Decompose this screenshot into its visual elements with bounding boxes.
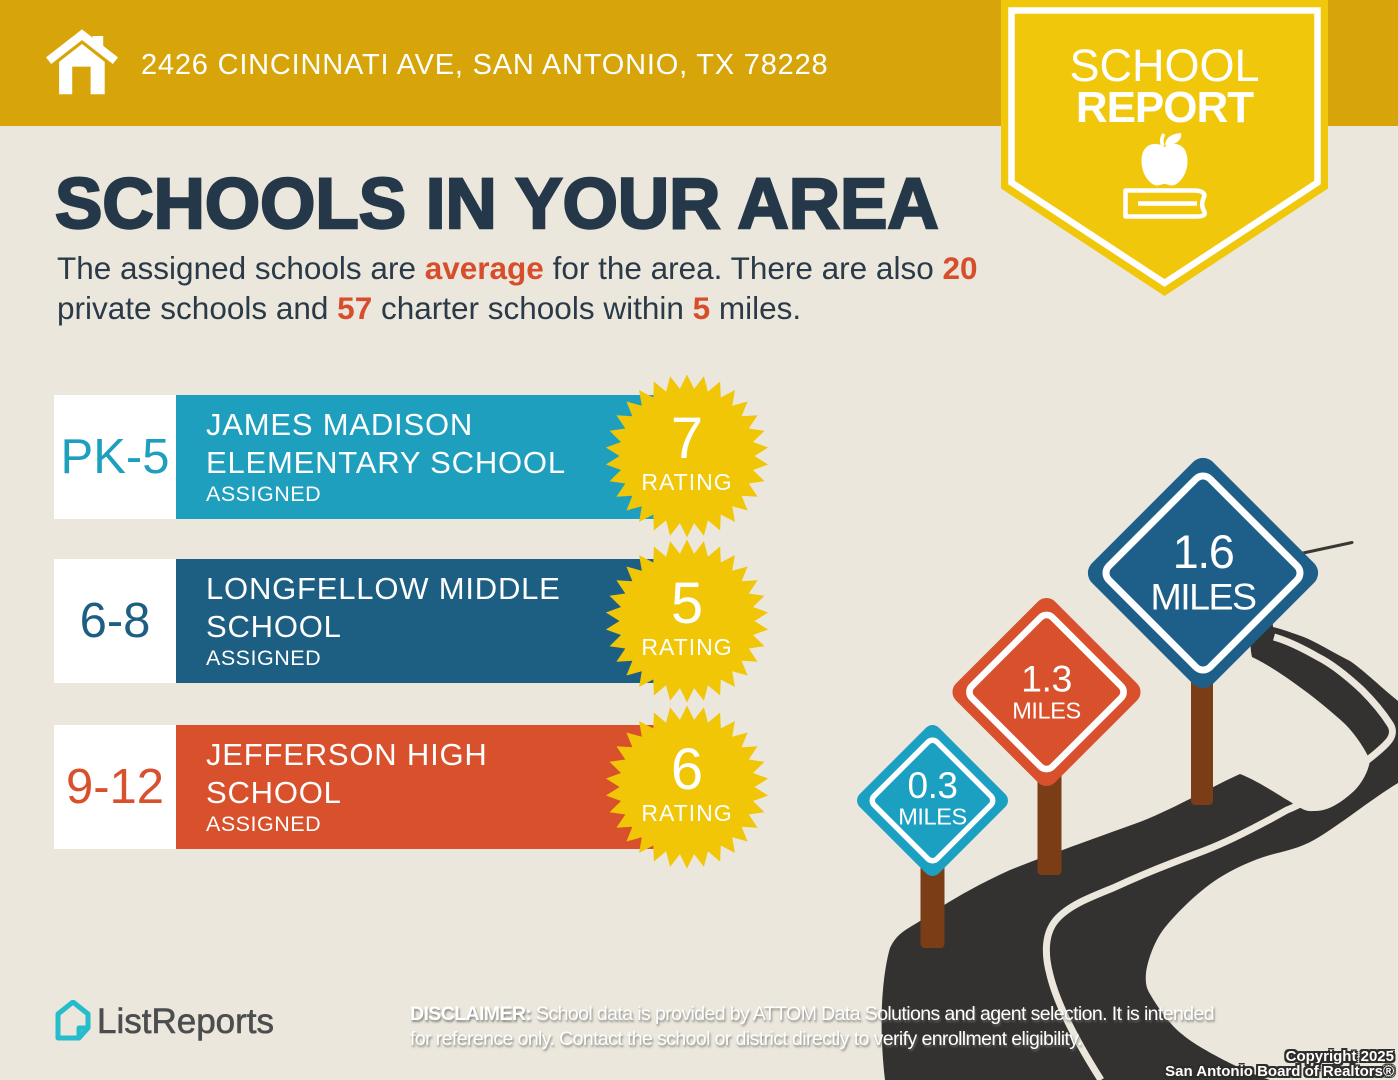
svg-text:0.3: 0.3: [908, 765, 958, 806]
svg-text:MILES: MILES: [1150, 576, 1256, 618]
svg-text:1.3: 1.3: [1021, 658, 1072, 700]
svg-text:REPORT: REPORT: [1076, 83, 1254, 132]
svg-text:SCHOOL: SCHOOL: [1069, 40, 1259, 91]
svg-text:MILES: MILES: [898, 804, 967, 830]
svg-text:MILES: MILES: [1012, 698, 1081, 724]
svg-text:1.6: 1.6: [1173, 525, 1234, 578]
